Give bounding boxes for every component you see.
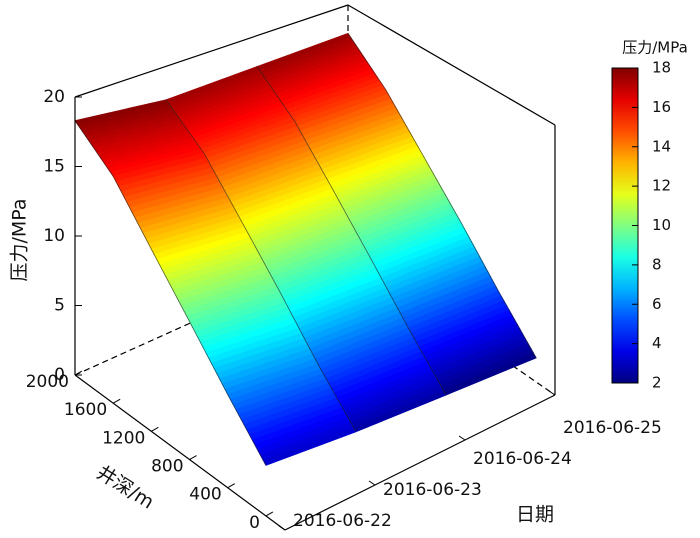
colorbar-tick-label: 6 [652, 295, 662, 313]
y-axis-label: 井深/m [93, 462, 158, 514]
y-tick [189, 455, 197, 460]
x-tick [368, 480, 376, 486]
colorbar-tick-label: 14 [652, 137, 671, 155]
colorbar-title: 压力/MPa [622, 39, 688, 57]
y-tick [151, 426, 159, 432]
z-tick-label: 10 [43, 226, 65, 246]
box-edge [347, 4, 556, 126]
x-tick [458, 435, 466, 441]
y-tick [112, 398, 121, 404]
y-tick [265, 511, 274, 517]
surface-grid-line [74, 120, 267, 466]
colorbar-tick-label: 8 [652, 255, 662, 273]
box-edge [74, 374, 286, 531]
x-axis-label: 日期 [516, 504, 554, 526]
y-tick-label: 2000 [26, 372, 69, 392]
colorbar-tick-label: 12 [652, 177, 671, 195]
box-edge [74, 4, 349, 98]
z-tick-label: 5 [54, 296, 65, 316]
y-tick [74, 370, 83, 376]
colorbar-tick-label: 4 [652, 334, 662, 352]
x-tick-label: 2016-06-23 [383, 480, 482, 500]
z-axis-label: 压力/MPa [9, 198, 31, 281]
x-tick [548, 390, 556, 396]
surface-grid-line [165, 99, 357, 433]
x-tick-label: 2016-06-22 [293, 511, 392, 531]
z-tick-label: 0 [54, 365, 65, 385]
colorbar-tick-label: 18 [652, 59, 671, 77]
box-edge [284, 394, 556, 531]
y-tick-label: 0 [249, 513, 260, 533]
axes-box-front [74, 97, 556, 531]
surface [74, 32, 537, 466]
y-tick-label: 400 [189, 485, 221, 505]
surface-grid-line [347, 33, 537, 359]
colorbar-tick-label: 2 [652, 374, 662, 392]
x-tick-label: 2016-06-24 [473, 449, 572, 469]
z-tick-label: 15 [43, 157, 65, 177]
surface-grid-line [256, 66, 447, 396]
z-tick-label: 20 [43, 87, 65, 107]
y-tick-label: 1200 [102, 428, 145, 448]
y-tick-label: 800 [151, 457, 183, 477]
y-tick [227, 483, 235, 489]
y-tick-label: 1600 [64, 400, 107, 420]
colorbar-tick-label: 10 [652, 216, 671, 234]
colorbar-tick-label: 16 [652, 98, 671, 116]
x-tick-label: 2016-06-25 [563, 418, 662, 438]
